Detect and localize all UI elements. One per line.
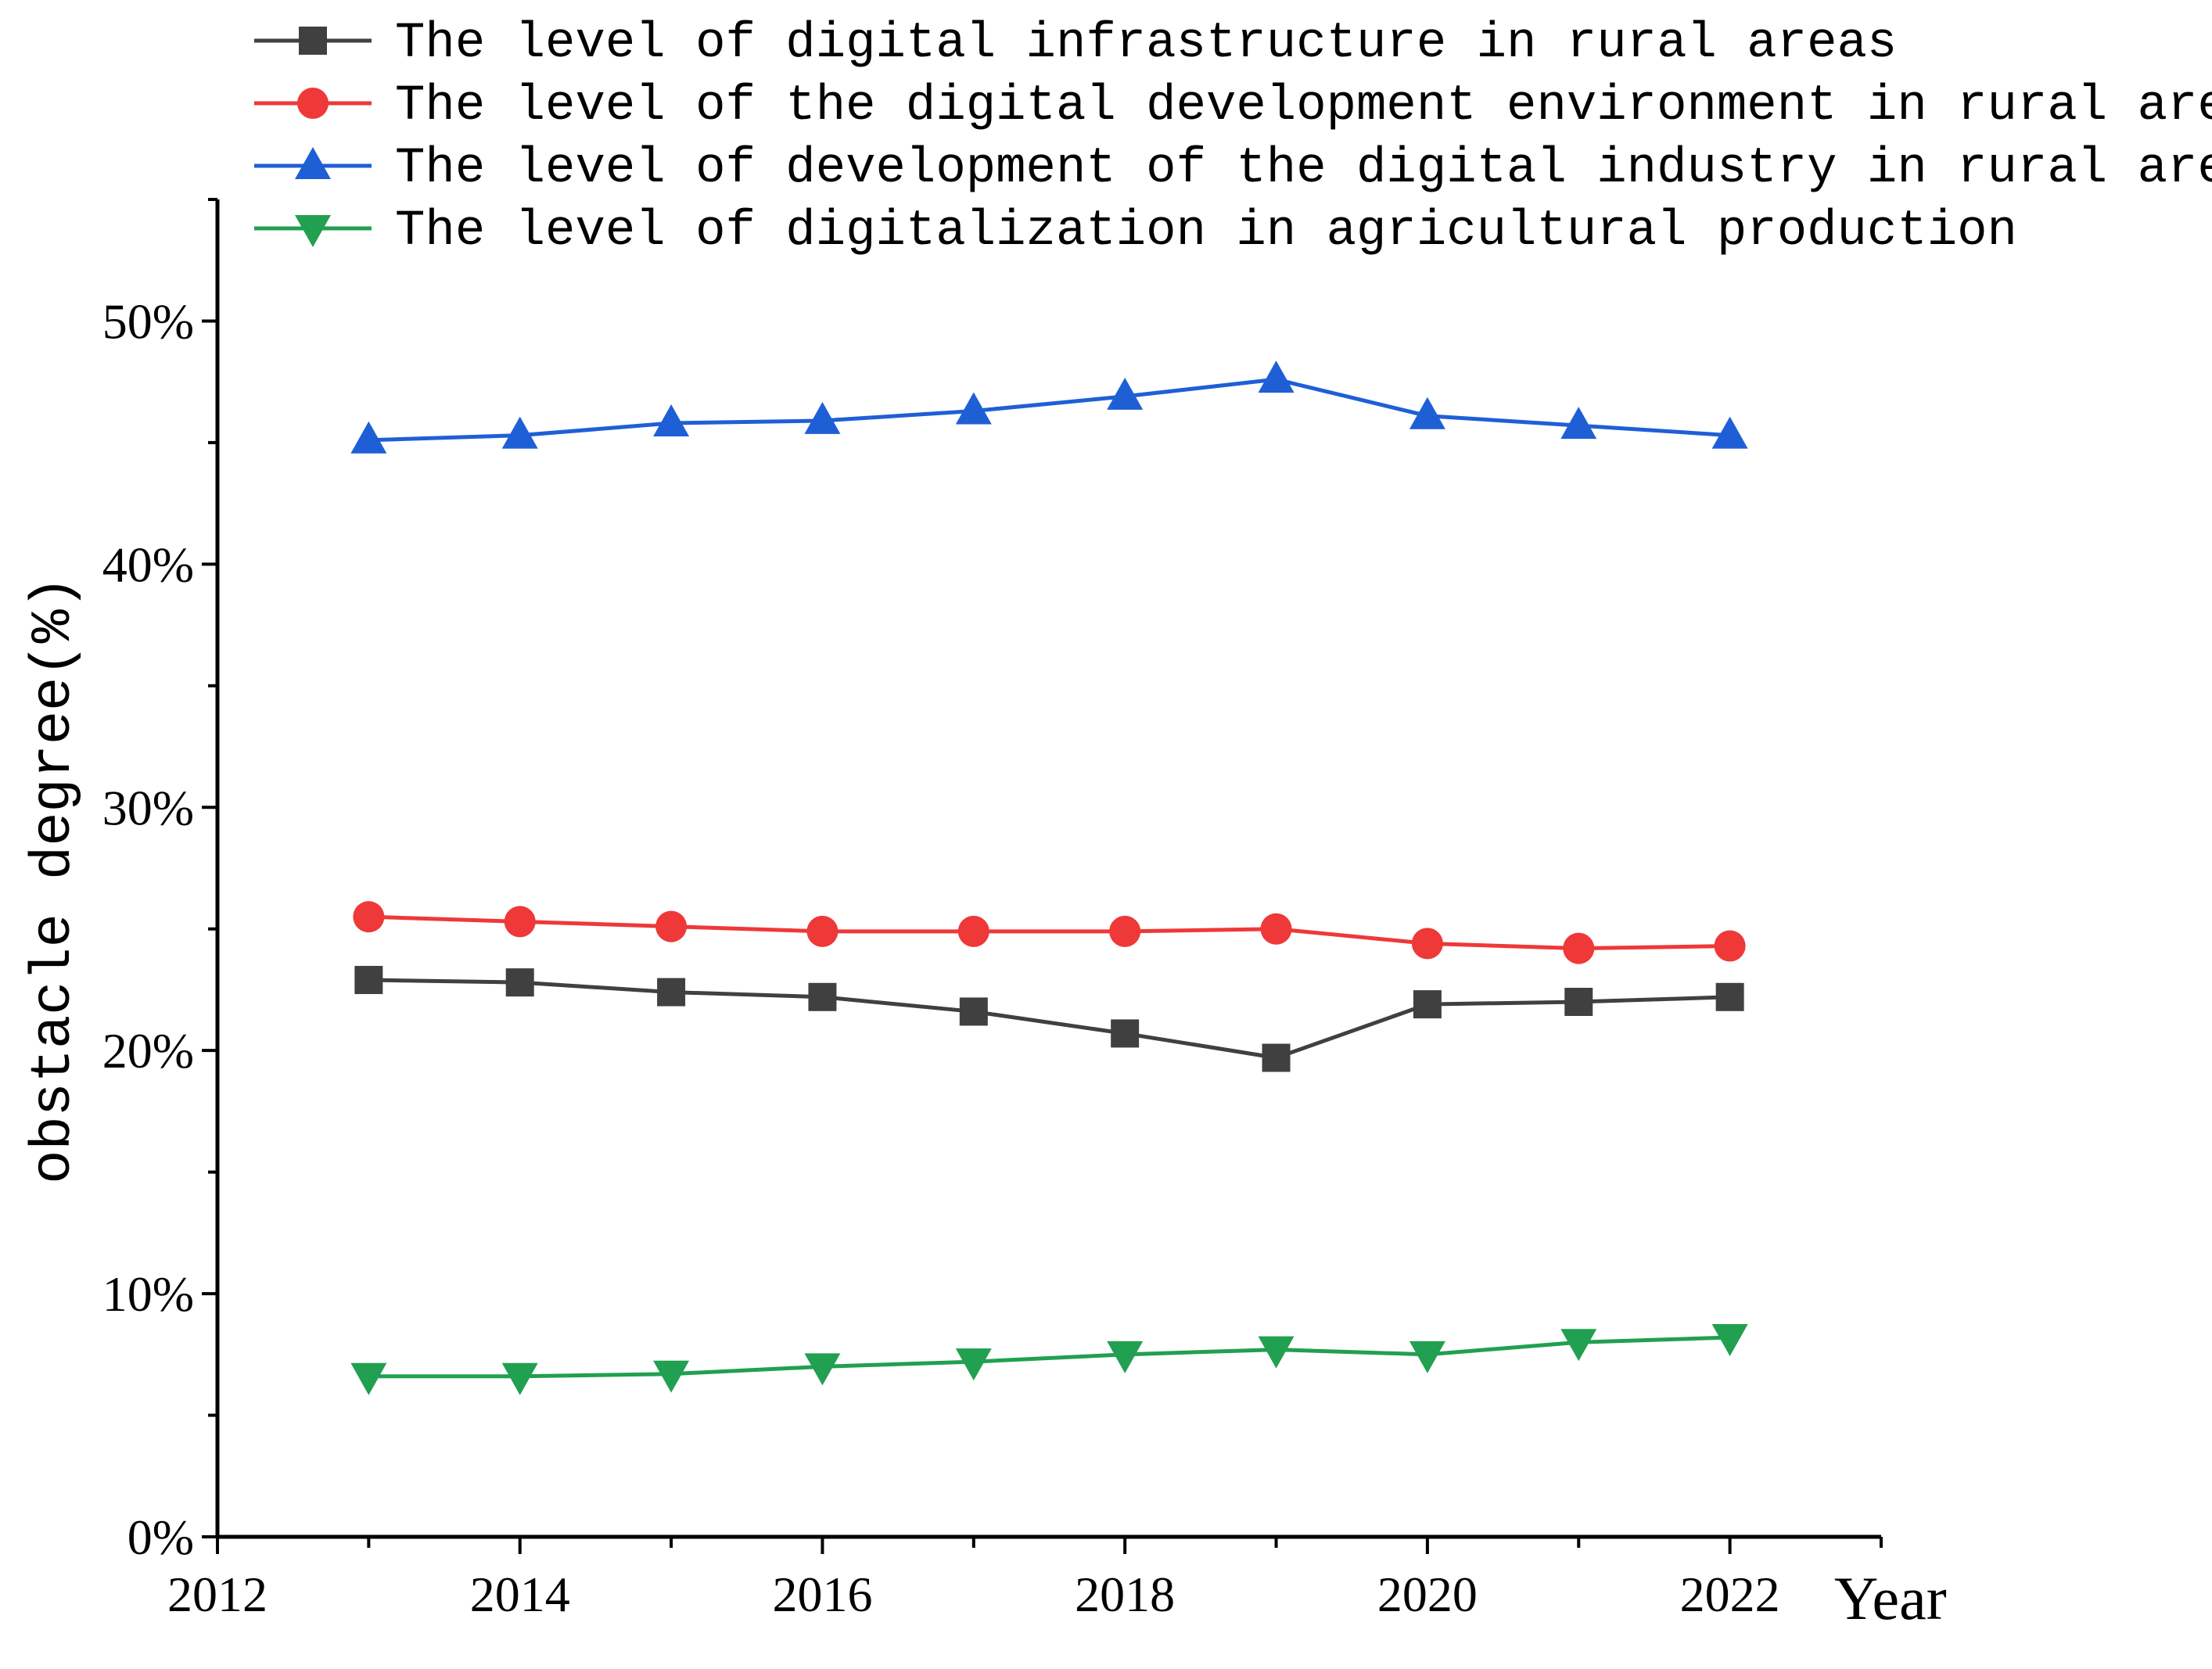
x-tick-label: 2012 [167, 1567, 268, 1622]
data-point [806, 915, 838, 947]
y-tick-label: 10% [102, 1266, 194, 1322]
data-point [655, 910, 688, 942]
series-1 [354, 966, 1744, 1072]
y-tick-label: 50% [102, 293, 194, 349]
legend-label: The level of digital infrastructure in r… [395, 16, 1897, 72]
data-point [957, 915, 989, 947]
legend-label: The level of the digital development env… [395, 78, 2212, 135]
data-point [1560, 407, 1597, 440]
legend-marker [295, 147, 331, 179]
x-tick-label: 2018 [1075, 1567, 1175, 1622]
data-point [1109, 915, 1141, 947]
data-point [501, 416, 538, 449]
data-point [1714, 930, 1746, 962]
legend-label: The level of development of the digital … [395, 141, 2212, 197]
series-line [368, 377, 1730, 443]
axes: 0% 10% 20% 30% 40% 50% 2012 2014 2016 2018 2020 202… [102, 198, 1883, 1622]
data-point [1107, 1341, 1144, 1373]
series-2 [353, 901, 1746, 964]
data-point [1107, 377, 1144, 410]
y-axis-title: obstacle degree(%) [22, 576, 86, 1184]
data-point [657, 978, 686, 1007]
series-3 [350, 361, 1748, 454]
legend-label: The level of digitalization in agricultu… [395, 203, 2017, 260]
y-tick-label: 20% [102, 1023, 194, 1079]
data-point [1715, 982, 1744, 1011]
data-point [653, 1360, 690, 1393]
legend-item: The level of the digital development env… [254, 78, 2212, 135]
data-point [1111, 1019, 1140, 1048]
data-point [808, 982, 837, 1011]
y-tick-label: 30% [102, 780, 194, 835]
series-line [368, 978, 1730, 1061]
series-4 [350, 1324, 1748, 1395]
data-point [955, 392, 992, 425]
data-point [501, 1362, 538, 1395]
series-layer [350, 361, 1748, 1395]
data-point [350, 421, 387, 454]
data-point [354, 966, 383, 995]
legend-marker [295, 215, 331, 247]
data-point [350, 1362, 387, 1395]
series-line [368, 914, 1730, 951]
data-point [959, 997, 988, 1026]
data-point [1258, 1336, 1295, 1369]
data-point [1711, 416, 1748, 449]
data-point [1564, 988, 1593, 1016]
data-point [955, 1348, 992, 1381]
y-tick-label: 0% [127, 1509, 194, 1565]
legend-item: The level of digital infrastructure in r… [254, 16, 1897, 72]
data-point [1260, 913, 1292, 945]
data-point [504, 906, 536, 938]
legend-item: The level of digitalization in agricultu… [254, 203, 2017, 260]
x-axis-title: Year [1834, 1564, 1947, 1632]
data-point [1409, 397, 1445, 429]
data-point [1413, 990, 1442, 1019]
data-point [804, 401, 841, 434]
legend: The level of digital infrastructure in r… [254, 16, 2212, 260]
data-point [353, 901, 385, 933]
legend-marker [297, 88, 329, 119]
x-tick-label: 2020 [1377, 1567, 1478, 1622]
data-point [1411, 928, 1443, 960]
data-point [804, 1353, 841, 1386]
legend-item: The level of development of the digital … [254, 141, 2212, 197]
data-point [1560, 1329, 1597, 1362]
y-tick-label: 40% [102, 537, 194, 592]
legend-marker [299, 27, 327, 55]
x-tick-label: 2022 [1680, 1567, 1780, 1622]
series-line [368, 1335, 1730, 1379]
data-point [1563, 932, 1595, 964]
data-point [1262, 1043, 1291, 1072]
data-point [505, 968, 534, 997]
x-tick-label: 2014 [470, 1567, 570, 1622]
data-point [1258, 361, 1295, 393]
data-point [1711, 1324, 1748, 1357]
data-point [1409, 1341, 1445, 1373]
data-point [653, 404, 690, 437]
x-tick-label: 2016 [772, 1567, 872, 1622]
